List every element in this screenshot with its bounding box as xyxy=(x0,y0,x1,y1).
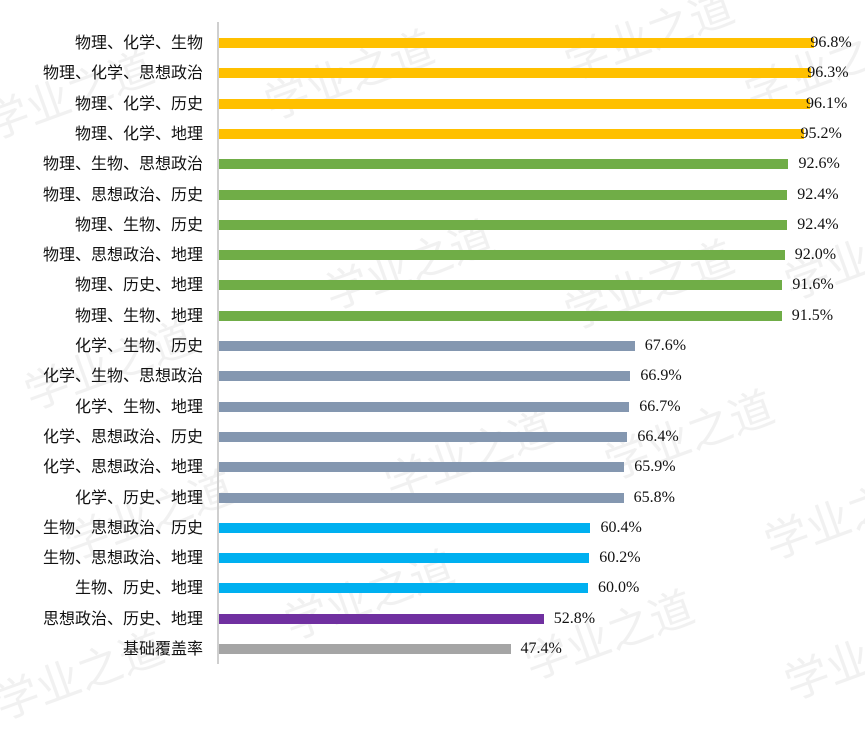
bar xyxy=(219,341,635,351)
bar xyxy=(219,38,815,48)
bar-row: 生物、思想政治、历史 60.4% xyxy=(0,513,865,543)
bar xyxy=(219,613,544,624)
bar xyxy=(219,98,810,109)
bar-row: 化学、历史、地理 65.8% xyxy=(0,483,865,513)
bar-row: 物理、思想政治、地理 92.0% xyxy=(0,240,865,270)
bar-row: 物理、化学、地理 95.2% xyxy=(0,119,865,149)
bar-row: 基础覆盖率 47.4% xyxy=(0,634,865,664)
bar-row: 物理、历史、地理 91.6% xyxy=(0,270,865,300)
bar xyxy=(219,462,625,473)
bar xyxy=(219,250,785,261)
bar xyxy=(219,68,812,79)
value-label: 96.3% xyxy=(807,64,849,82)
bar-row: 化学、生物、历史 67.6% xyxy=(0,331,865,361)
value-label: 96.8% xyxy=(810,34,852,51)
bar xyxy=(219,219,788,230)
value-label: 95.2% xyxy=(800,124,842,142)
value-label: 52.8% xyxy=(553,609,596,627)
category-label: 物理、生物、思想政治 xyxy=(42,154,203,174)
bar-row: 物理、思想政治、历史 92.4% xyxy=(0,180,865,210)
category-label: 生物、思想政治、地理 xyxy=(42,548,203,568)
category-label: 化学、思想政治、历史 xyxy=(42,426,203,446)
value-label: 60.2% xyxy=(599,549,641,567)
value-label: 92.0% xyxy=(794,246,837,264)
value-label: 96.1% xyxy=(806,94,848,112)
bar xyxy=(219,522,591,533)
value-label: 60.0% xyxy=(598,579,640,597)
category-label: 物理、化学、生物 xyxy=(74,33,203,52)
bar-row: 物理、生物、地理 91.5% xyxy=(0,301,865,331)
value-label: 66.7% xyxy=(639,397,681,415)
bar-row: 物理、生物、思想政治 92.6% xyxy=(0,149,865,179)
category-label: 化学、生物、历史 xyxy=(74,336,203,355)
bar-row: 生物、历史、地理 60.0% xyxy=(0,573,865,603)
value-label: 92.6% xyxy=(798,155,840,173)
category-label: 物理、思想政治、地理 xyxy=(42,245,203,265)
value-label: 65.9% xyxy=(634,458,676,476)
value-label: 91.6% xyxy=(792,276,834,294)
bar-row: 物理、化学、思想政治 96.3% xyxy=(0,58,865,88)
bar-row: 物理、化学、生物 96.8% xyxy=(0,28,865,58)
category-label: 物理、生物、地理 xyxy=(74,305,203,325)
bar xyxy=(219,189,788,200)
bar xyxy=(219,644,511,654)
category-label: 化学、生物、思想政治 xyxy=(42,366,203,386)
bar xyxy=(219,401,630,412)
value-label: 67.6% xyxy=(644,337,687,354)
category-label: 化学、生物、地理 xyxy=(74,396,203,416)
bar xyxy=(219,280,783,291)
category-label: 物理、生物、历史 xyxy=(74,214,203,234)
bar-row: 化学、思想政治、历史 66.4% xyxy=(0,422,865,452)
category-label: 化学、思想政治、地理 xyxy=(42,457,203,477)
bar xyxy=(219,371,631,382)
category-label: 生物、思想政治、历史 xyxy=(42,517,203,537)
bar xyxy=(219,553,590,564)
bar-row: 思想政治、历史、地理 52.8% xyxy=(0,604,865,634)
category-label: 物理、化学、思想政治 xyxy=(42,63,203,83)
bar xyxy=(219,583,588,594)
category-label: 化学、历史、地理 xyxy=(74,487,203,507)
bar-row: 化学、生物、地理 66.7% xyxy=(0,392,865,422)
category-label: 基础覆盖率 xyxy=(122,639,203,658)
value-label: 65.8% xyxy=(633,488,675,506)
bar-row: 化学、生物、思想政治 66.9% xyxy=(0,361,865,391)
bar xyxy=(219,431,628,442)
bar-row: 物理、生物、历史 92.4% xyxy=(0,210,865,240)
category-label: 物理、化学、历史 xyxy=(74,93,203,113)
category-label: 物理、化学、地理 xyxy=(74,123,203,143)
bar xyxy=(219,492,624,503)
bar xyxy=(219,159,789,170)
value-label: 92.4% xyxy=(797,185,839,203)
value-label: 66.4% xyxy=(637,427,679,445)
category-label: 生物、历史、地理 xyxy=(74,578,203,598)
category-label: 物理、思想政治、历史 xyxy=(42,184,203,204)
value-label: 66.9% xyxy=(640,367,682,385)
bar-row: 化学、思想政治、地理 65.9% xyxy=(0,452,865,482)
category-label: 思想政治、历史、地理 xyxy=(42,608,203,628)
category-label: 物理、历史、地理 xyxy=(74,275,203,295)
value-label: 91.5% xyxy=(791,306,834,324)
bar-row: 生物、思想政治、地理 60.2% xyxy=(0,543,865,573)
bar xyxy=(219,310,782,321)
bar xyxy=(219,128,805,139)
y-axis-line xyxy=(217,22,219,664)
value-label: 47.4% xyxy=(520,640,562,657)
bar-row: 物理、化学、历史 96.1% xyxy=(0,89,865,119)
value-label: 60.4% xyxy=(600,518,642,536)
value-label: 92.4% xyxy=(797,215,839,233)
